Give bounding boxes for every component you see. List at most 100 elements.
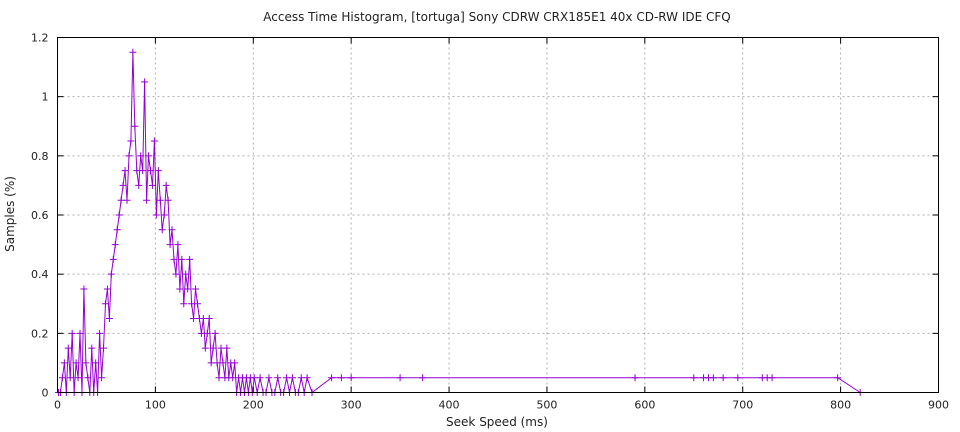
data-point-marker — [127, 137, 135, 145]
data-point-marker — [209, 344, 217, 352]
data-point-marker — [146, 167, 154, 175]
data-point-marker — [211, 329, 219, 337]
data-point-marker — [197, 329, 205, 337]
y-tick-label: 0.6 — [31, 209, 49, 222]
x-tick-label: 300 — [341, 399, 362, 412]
grid-lines — [57, 37, 939, 393]
x-tick-label: 200 — [243, 399, 264, 412]
data-point-marker — [250, 374, 258, 382]
data-point-marker — [419, 374, 427, 382]
data-point-marker — [156, 196, 164, 204]
data-point-marker — [135, 181, 143, 189]
data-point-marker — [215, 374, 223, 382]
x-tick-label: 400 — [439, 399, 460, 412]
data-point-marker — [123, 196, 131, 204]
data-point-marker — [164, 196, 172, 204]
y-tick-label: 0 — [42, 387, 49, 400]
data-point-marker — [154, 167, 162, 175]
data-point-marker — [347, 374, 355, 382]
data-point-marker — [131, 122, 139, 130]
data-point-marker — [182, 270, 190, 278]
data-point-marker — [148, 181, 156, 189]
data-point-marker — [719, 374, 727, 382]
y-tick-label: 1.2 — [31, 32, 49, 45]
data-point-marker — [101, 300, 109, 308]
series-line — [58, 52, 861, 394]
data-point-marker — [328, 374, 336, 382]
x-tick-label: 900 — [928, 399, 949, 412]
data-point-marker — [76, 329, 84, 337]
data-point-marker — [100, 344, 108, 352]
data-point-marker — [186, 255, 194, 263]
data-point-marker — [162, 181, 170, 189]
data-point-marker — [288, 374, 296, 382]
data-point-marker — [170, 255, 178, 263]
data-point-marker — [172, 270, 180, 278]
data-point-marker — [107, 270, 115, 278]
data-point-marker — [174, 241, 182, 249]
axis-ticks: 0 100 200 300 400 500 600 700 800 900 0 0.2 0.4 0.6 0.… — [31, 32, 949, 412]
data-point-marker — [160, 211, 168, 219]
data-point-marker — [192, 285, 200, 293]
data-point-marker — [115, 211, 123, 219]
chart-title: Access Time Histogram, [tortuga] Sony CD… — [263, 10, 730, 24]
data-point-marker — [88, 344, 96, 352]
data-point-marker — [145, 152, 153, 160]
y-tick-label: 0.4 — [31, 268, 49, 281]
data-point-marker — [96, 329, 104, 337]
data-point-marker — [184, 285, 192, 293]
data-point-marker — [193, 300, 201, 308]
data-point-marker — [217, 344, 225, 352]
data-point-marker — [133, 167, 141, 175]
data-point-marker — [337, 374, 345, 382]
data-point-marker — [180, 300, 188, 308]
data-point-marker — [150, 137, 158, 145]
data-point-marker — [141, 78, 149, 86]
data-point-marker — [690, 374, 698, 382]
data-point-marker — [58, 374, 66, 382]
data-point-marker — [92, 359, 100, 367]
data-point-marker — [80, 285, 88, 293]
x-tick-label: 700 — [732, 399, 753, 412]
data-point-marker — [74, 374, 82, 382]
data-point-marker — [178, 255, 186, 263]
data-point-marker — [188, 300, 196, 308]
data-point-marker — [98, 374, 106, 382]
data-point-marker — [231, 359, 239, 367]
data-point-marker — [201, 344, 209, 352]
data-point-marker — [709, 374, 717, 382]
data-point-marker — [176, 285, 184, 293]
data-point-marker — [396, 374, 404, 382]
data-point-marker — [84, 374, 92, 382]
data-point-marker — [68, 329, 76, 337]
data-point-marker — [303, 374, 311, 382]
data-point-marker — [213, 359, 221, 367]
data-point-marker — [205, 315, 213, 323]
y-tick-label: 1 — [42, 91, 49, 104]
data-point-marker — [143, 196, 151, 204]
data-point-marker — [119, 181, 127, 189]
data-point-marker — [117, 196, 125, 204]
data-point-marker — [60, 359, 68, 367]
x-axis-label: Seek Speed (ms) — [446, 415, 548, 429]
data-point-marker — [274, 374, 282, 382]
data-point-marker — [734, 374, 742, 382]
x-tick-label: 600 — [634, 399, 655, 412]
data-point-marker — [109, 255, 117, 263]
x-tick-label: 800 — [830, 399, 851, 412]
data-point-marker — [631, 374, 639, 382]
data-point-marker — [190, 315, 198, 323]
data-point-marker — [834, 374, 842, 382]
data-point-marker — [121, 167, 129, 175]
y-axis-label: Samples (%) — [3, 176, 17, 252]
data-point-marker — [137, 152, 145, 160]
data-point-marker — [158, 226, 166, 234]
data-point-marker — [125, 152, 133, 160]
data-point-marker — [82, 359, 90, 367]
data-point-marker — [111, 241, 119, 249]
data-point-marker — [199, 315, 207, 323]
data-point-marker — [103, 285, 111, 293]
y-tick-label: 0.8 — [31, 150, 49, 163]
data-point-marker — [223, 344, 231, 352]
data-point-marker — [203, 329, 211, 337]
